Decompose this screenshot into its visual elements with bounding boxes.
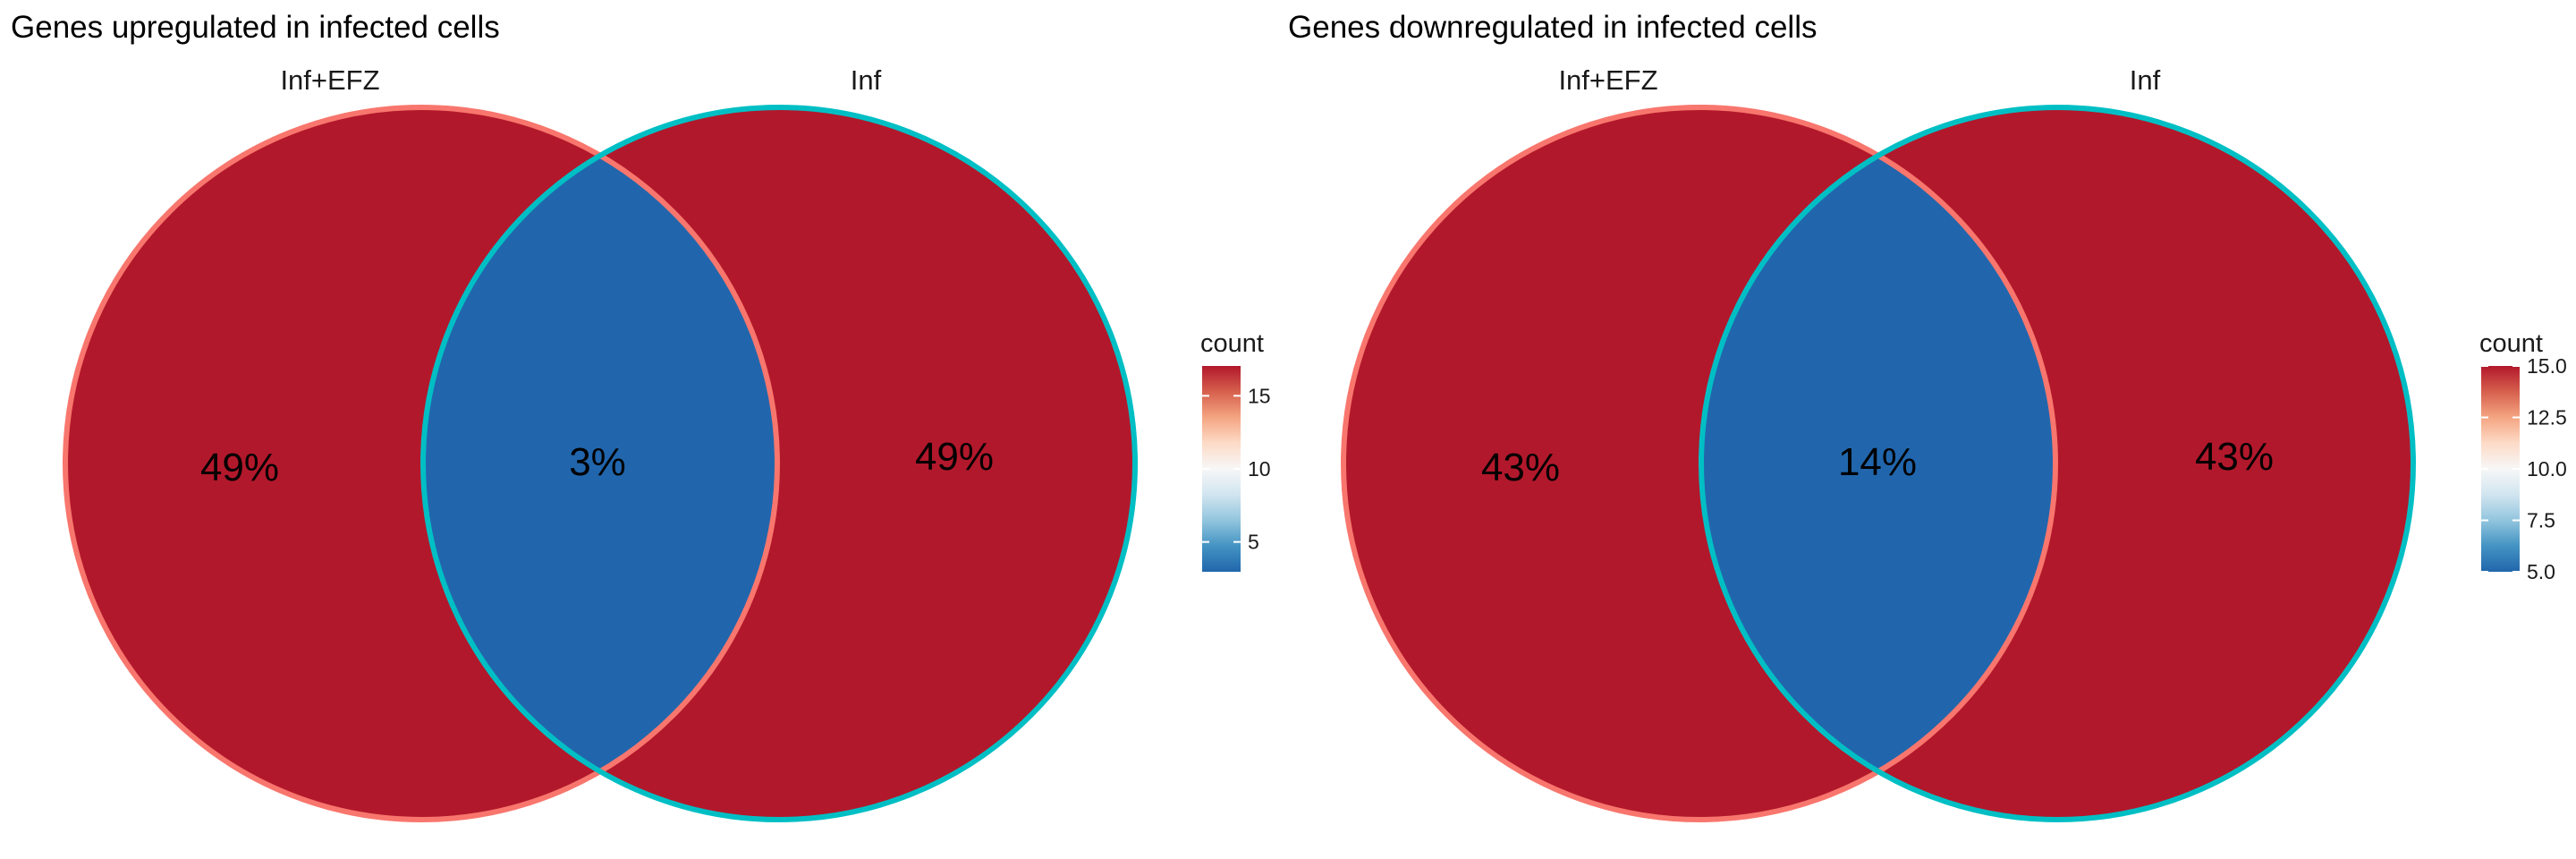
panel-title: Genes downregulated in infected cells <box>1288 10 1817 45</box>
outline-inf-efz <box>63 105 780 822</box>
color-legend: count 15 10 5 <box>1200 329 1271 572</box>
region-label-right-only: 43% <box>2195 435 2274 479</box>
legend-tick-label: 5.0 <box>2527 560 2555 583</box>
outline-inf <box>1699 105 2416 822</box>
legend-tick-label: 10 <box>1248 457 1271 481</box>
region-label-left-only: 49% <box>200 446 279 489</box>
panel-title: Genes upregulated in infected cells <box>11 10 500 45</box>
legend-title: count <box>2479 329 2543 358</box>
set-label-inf-efz: Inf+EFZ <box>280 64 379 96</box>
legend-tick-label: 7.5 <box>2527 509 2555 532</box>
color-legend: count 15.0 12.5 10.0 7.5 5.0 <box>2479 329 2567 583</box>
region-label-right-only: 49% <box>915 435 994 479</box>
region-label-left-only: 43% <box>1481 446 1560 489</box>
outline-inf-efz <box>1341 105 2058 822</box>
venn-panel-downregulated: Genes downregulated in infected cells In… <box>1288 10 2567 822</box>
region-label-overlap: 14% <box>1838 440 1917 484</box>
region-label-overlap: 3% <box>569 440 626 484</box>
set-label-inf: Inf <box>851 64 882 96</box>
overlap-region <box>423 107 777 820</box>
legend-tick-label: 10.0 <box>2527 457 2567 481</box>
legend-tick-label: 12.5 <box>2527 406 2567 430</box>
overlap-region <box>1701 107 2055 820</box>
legend-tick-label: 5 <box>1248 531 1259 554</box>
set-label-inf: Inf <box>2130 64 2161 96</box>
venn-panel-upregulated: Genes upregulated in infected cells Inf+… <box>11 10 1271 822</box>
legend-title: count <box>1200 329 1264 358</box>
outline-inf <box>420 105 1138 822</box>
set-label-inf-efz: Inf+EFZ <box>1558 64 1657 96</box>
legend-tick-label: 15.0 <box>2527 354 2567 378</box>
legend-tick-label: 15 <box>1248 384 1271 407</box>
